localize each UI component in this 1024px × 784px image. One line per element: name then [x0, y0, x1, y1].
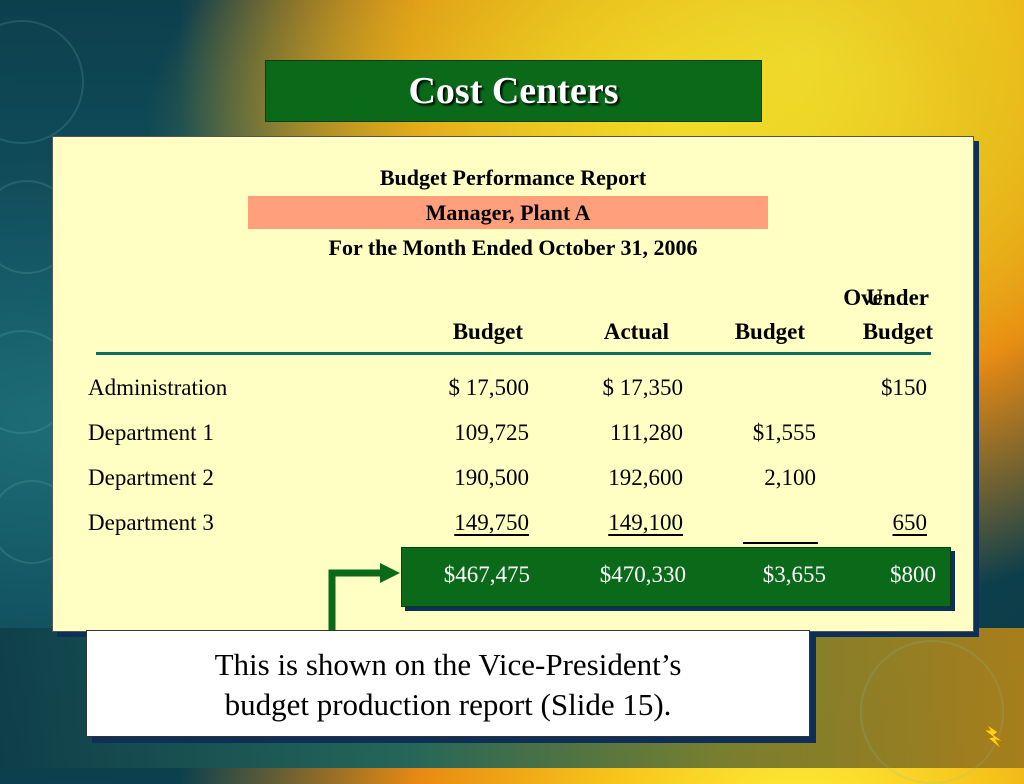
col-head-under-top: Under: [866, 285, 929, 310]
col-head-over-bottom: Budget: [734, 319, 805, 344]
total-budget: $467,475: [443, 562, 530, 587]
background-swirl: [860, 640, 1004, 784]
total-over: $3,655: [762, 562, 826, 587]
slide-title: Cost Centers: [408, 70, 619, 112]
cell-budget: 190,500: [454, 465, 529, 490]
report-panel: Budget Performance Report Manager, Plant…: [52, 136, 974, 632]
note-text: This is shown on the Vice-President’s bu…: [87, 645, 809, 725]
slide-title-box: Cost Centers: [265, 60, 762, 122]
report-subtitle: Manager, Plant A: [248, 196, 768, 229]
empty-cell-underline: [743, 542, 818, 544]
cell-actual: 149,100: [608, 510, 683, 535]
note-line-2: budget production report (Slide 15).: [224, 687, 672, 722]
cell-budget: $ 17,500: [448, 375, 530, 400]
cell-budget: 149,750: [454, 510, 529, 535]
lightning-bolt-icon[interactable]: [982, 722, 1008, 752]
col-head-budget: Budget: [452, 319, 523, 344]
background-swirl: [0, 20, 84, 144]
total-under: $800: [890, 562, 936, 587]
arrow-right-icon: [328, 563, 400, 633]
col-head-actual: Actual: [603, 319, 669, 344]
note-line-1: This is shown on the Vice-President’s: [214, 647, 682, 682]
row-label: Department 1: [88, 420, 214, 445]
cell-under: $150: [881, 375, 927, 400]
header-rule: [96, 352, 931, 355]
total-actual: $470,330: [599, 562, 686, 587]
report-period: For the Month Ended October 31, 2006: [328, 235, 698, 260]
cell-budget: 109,725: [454, 420, 529, 445]
note-box: This is shown on the Vice-President’s bu…: [86, 630, 810, 737]
cell-over: 2,100: [764, 465, 816, 490]
col-head-over-top: Over: [843, 285, 893, 310]
cell-actual: $ 17,350: [602, 375, 684, 400]
row-label: Administration: [88, 375, 228, 400]
row-label: Department 2: [88, 465, 214, 490]
cell-over: $1,555: [752, 420, 816, 445]
row-label: Department 3: [88, 510, 214, 535]
cell-under: 650: [892, 510, 928, 535]
cell-actual: 192,600: [608, 465, 683, 490]
cell-actual: 111,280: [609, 420, 683, 445]
report-title: Budget Performance Report: [379, 165, 647, 190]
col-head-under-bottom: Budget: [862, 319, 933, 344]
totals-box: $467,475 $470,330 $3,655 $800: [401, 547, 951, 607]
